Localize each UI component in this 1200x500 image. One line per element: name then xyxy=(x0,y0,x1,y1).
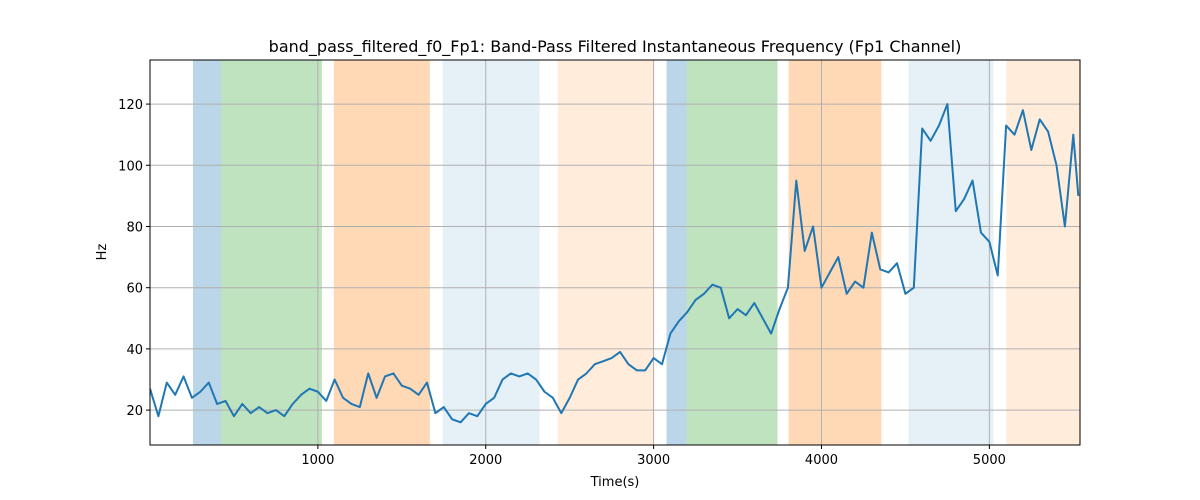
y-tick-label: 40 xyxy=(126,343,143,358)
y-tick-label: 20 xyxy=(126,404,143,419)
shaded-span xyxy=(442,60,540,445)
shaded-span xyxy=(686,60,778,445)
shaded-span xyxy=(557,60,654,445)
x-axis-label: Time(s) xyxy=(590,475,640,490)
shaded-span xyxy=(788,60,882,445)
y-tick-label: 120 xyxy=(118,98,143,113)
data-line xyxy=(150,103,1080,424)
shaded-span xyxy=(908,60,994,445)
x-tick-label: 1000 xyxy=(301,453,334,468)
y-axis-label: Hz xyxy=(95,244,110,261)
chart-title: band_pass_filtered_f0_Fp1: Band-Pass Fil… xyxy=(269,37,962,57)
shaded-span xyxy=(192,60,222,445)
shaded-span xyxy=(666,60,687,445)
shaded-span xyxy=(221,60,322,445)
x-tick-label: 2000 xyxy=(469,453,502,468)
y-tick-label: 60 xyxy=(126,282,143,297)
x-tick-label: 4000 xyxy=(805,453,838,468)
plot-frame xyxy=(149,59,1081,446)
x-tick-label: 3000 xyxy=(637,453,670,468)
y-tick-label: 100 xyxy=(118,159,143,174)
y-tick-label: 80 xyxy=(126,220,143,235)
shaded-span xyxy=(1006,60,1080,445)
x-tick-label: 5000 xyxy=(973,453,1006,468)
shaded-span xyxy=(333,60,430,445)
